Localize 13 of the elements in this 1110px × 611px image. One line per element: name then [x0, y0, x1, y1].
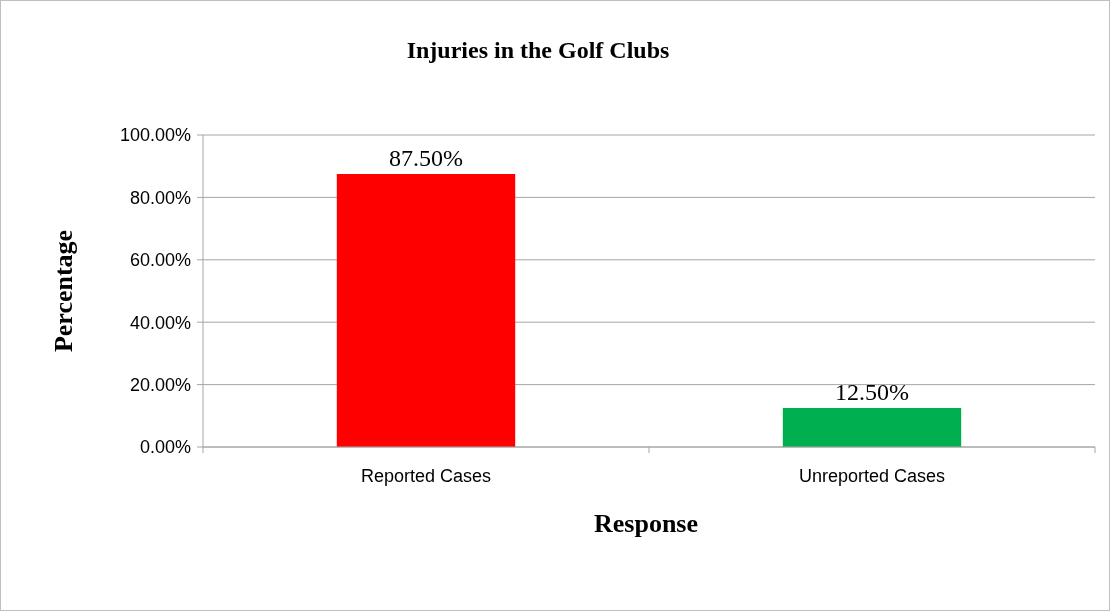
x-tick-label: Reported Cases: [360, 466, 492, 486]
data-label: 12.50%: [835, 379, 909, 405]
y-tick-label: 20.00%: [129, 374, 191, 395]
x-axis-title: Response: [593, 509, 699, 538]
y-tick-label: 40.00%: [129, 312, 191, 333]
data-label: 87.50%: [389, 145, 463, 171]
chart-title: Injuries in the Golf Clubs: [406, 37, 670, 63]
y-tick-label: 60.00%: [129, 250, 191, 271]
y-tick-label: 100.00%: [119, 125, 191, 146]
y-tick-label: 80.00%: [129, 187, 191, 208]
y-axis-title: Percentage: [49, 229, 78, 353]
x-tick-label: Unreported Cases: [798, 466, 946, 486]
y-tick-label: 0.00%: [139, 437, 191, 458]
